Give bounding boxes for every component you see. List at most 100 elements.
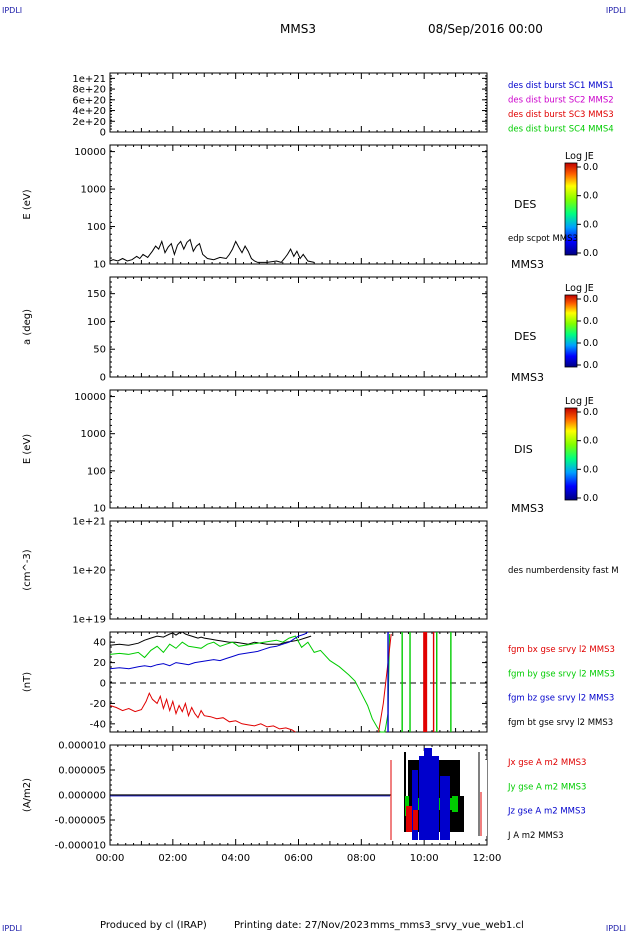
- colorbar-tick-label: 0.0: [583, 219, 598, 230]
- colorbar-tick-label: 0.0: [583, 191, 598, 202]
- y-tick-label: 20: [93, 658, 106, 669]
- y-tick-label: 100: [87, 222, 106, 233]
- series-fgm-bt-gse-srvy-l2-MMS3: [109, 631, 312, 646]
- time-tick-label: 04:00: [221, 853, 250, 864]
- line-label: edp scpot MMS3: [508, 234, 578, 244]
- y-tick-label: 10000: [74, 147, 106, 158]
- y-axis-label: (nT): [22, 672, 33, 692]
- footer-printing-date: Printing date: 27/Nov/2023: [234, 920, 370, 931]
- series-fgm-by-gse-srvy-l2-MMS3: [109, 633, 391, 733]
- time-tick-label: 00:00: [96, 853, 125, 864]
- legend-entry: fgm bz gse srvy l2 MMS3: [508, 694, 614, 704]
- colorbar-tick-label: 0.0: [583, 316, 598, 327]
- legend-entry: des dist burst SC1 MMS1: [508, 81, 614, 91]
- y-tick-label: -0.000005: [55, 816, 106, 827]
- footer-filename: mms_mms3_srvy_vue_web1.cl: [370, 920, 524, 931]
- series-fgm-bx-gse-srvy-l2-MMS3: [109, 691, 296, 733]
- mission-title: MMS3: [280, 22, 316, 36]
- y-tick-label: 0: [100, 679, 106, 690]
- time-tick-label: 08:00: [347, 853, 376, 864]
- y-tick-label: 0.000000: [58, 791, 106, 802]
- y-tick-label: 1e+21: [72, 74, 106, 85]
- y-tick-label: 8e+20: [72, 85, 106, 96]
- y-tick-label: 1e+19: [72, 615, 106, 626]
- panel-frame-des-energy: [109, 144, 488, 265]
- y-axis-label: (cm^-3): [22, 549, 33, 590]
- series-fgm-bx-late: [378, 633, 392, 733]
- legend-entry: J A m2 MMS3: [507, 831, 564, 841]
- y-tick-label: 1e+20: [72, 566, 106, 577]
- time-tick-label: 12:00: [473, 853, 502, 864]
- y-tick-label: 4e+20: [72, 106, 106, 117]
- colorbar-tick-label: 0.0: [583, 338, 598, 349]
- series-edp-scpot-MMS3: [109, 238, 315, 263]
- corner-mark-br: IPDLI: [605, 924, 626, 933]
- colorbar-tick-label: 0.0: [583, 162, 598, 173]
- colorbar: [564, 294, 578, 368]
- panel-frame-fgm-b: [109, 631, 488, 733]
- y-tick-label: 2e+20: [72, 117, 106, 128]
- y-tick-label: 1e+21: [72, 517, 106, 528]
- colorbar-tick-label: 0.0: [583, 407, 598, 418]
- spacecraft-label: MMS3: [511, 258, 544, 271]
- y-tick-label: 0.000005: [58, 766, 106, 777]
- colorbar-title: Log JE: [565, 151, 594, 162]
- y-tick-label: 0: [100, 128, 106, 139]
- corner-mark-tl: IPDLI: [2, 6, 23, 15]
- colorbar: [564, 407, 578, 501]
- legend-entry: des numberdensity fast M: [508, 566, 619, 576]
- y-tick-label: -0.000010: [55, 841, 106, 852]
- spacecraft-label: MMS3: [511, 502, 544, 515]
- spacecraft-label: MMS3: [511, 371, 544, 384]
- panel-frame-des-density: [109, 520, 488, 620]
- y-tick-label: 1000: [81, 185, 106, 196]
- y-tick-label: -20: [90, 699, 106, 710]
- legend-entry: Jz gse A m2 MMS3: [507, 807, 586, 817]
- y-tick-label: 6e+20: [72, 95, 106, 106]
- instrument-label: DES: [514, 198, 536, 211]
- b-field-spike-band: [423, 632, 428, 732]
- colorbar-title: Log JE: [565, 396, 594, 407]
- y-tick-label: 100: [87, 466, 106, 477]
- panel-frame-des-pitch: [109, 276, 488, 378]
- colorbar-tick-label: 0.0: [583, 436, 598, 447]
- time-tick-label: 10:00: [410, 853, 439, 864]
- legend-entry: fgm bx gse srvy l2 MMS3: [508, 645, 615, 655]
- footer-produced-by: Produced by cl (IRAP): [100, 920, 207, 931]
- legend-entry: des dist burst SC3 MMS3: [508, 110, 614, 120]
- date-title: 08/Sep/2016 00:00: [428, 22, 543, 36]
- series-fgm-bz-gse-srvy-l2-MMS3: [109, 631, 309, 670]
- y-axis-label: E (eV): [22, 434, 33, 464]
- y-axis-label: (A/m2): [22, 778, 33, 812]
- y-tick-label: 40: [93, 638, 106, 649]
- corner-mark-tr: IPDLI: [605, 6, 626, 15]
- y-tick-label: 100: [87, 317, 106, 328]
- instrument-label: DES: [514, 330, 536, 343]
- colorbar: [564, 162, 578, 256]
- y-tick-label: 10: [93, 504, 106, 515]
- colorbar-tick-label: 0.0: [583, 360, 598, 371]
- y-axis-label: a (deg): [22, 309, 33, 345]
- legend-entry: fgm bt gse srvy l2 MMS3: [508, 718, 613, 728]
- current-burst-region: [390, 748, 487, 840]
- y-tick-label: 50: [93, 345, 106, 356]
- y-axis-label: E (eV): [22, 189, 33, 219]
- colorbar-tick-label: 0.0: [583, 294, 598, 305]
- legend-entry: Jx gse A m2 MMS3: [507, 758, 586, 768]
- time-tick-label: 02:00: [158, 853, 187, 864]
- legend-entry: des dist burst SC4 MMS4: [508, 125, 614, 135]
- y-tick-label: 0: [100, 373, 106, 384]
- y-tick-label: 1000: [81, 429, 106, 440]
- time-tick-label: 06:00: [284, 853, 313, 864]
- y-tick-label: 0.000010: [58, 741, 106, 752]
- y-tick-label: 10000: [74, 392, 106, 403]
- legend-entry: Jy gse A m2 MMS3: [507, 782, 586, 792]
- y-tick-label: -40: [90, 719, 106, 730]
- colorbar-tick-label: 0.0: [583, 464, 598, 475]
- instrument-label: DIS: [514, 443, 533, 456]
- legend-entry: des dist burst SC2 MMS2: [508, 96, 614, 106]
- colorbar-title: Log JE: [565, 283, 594, 294]
- y-tick-label: 150: [87, 289, 106, 300]
- corner-mark-bl: IPDLI: [2, 924, 23, 933]
